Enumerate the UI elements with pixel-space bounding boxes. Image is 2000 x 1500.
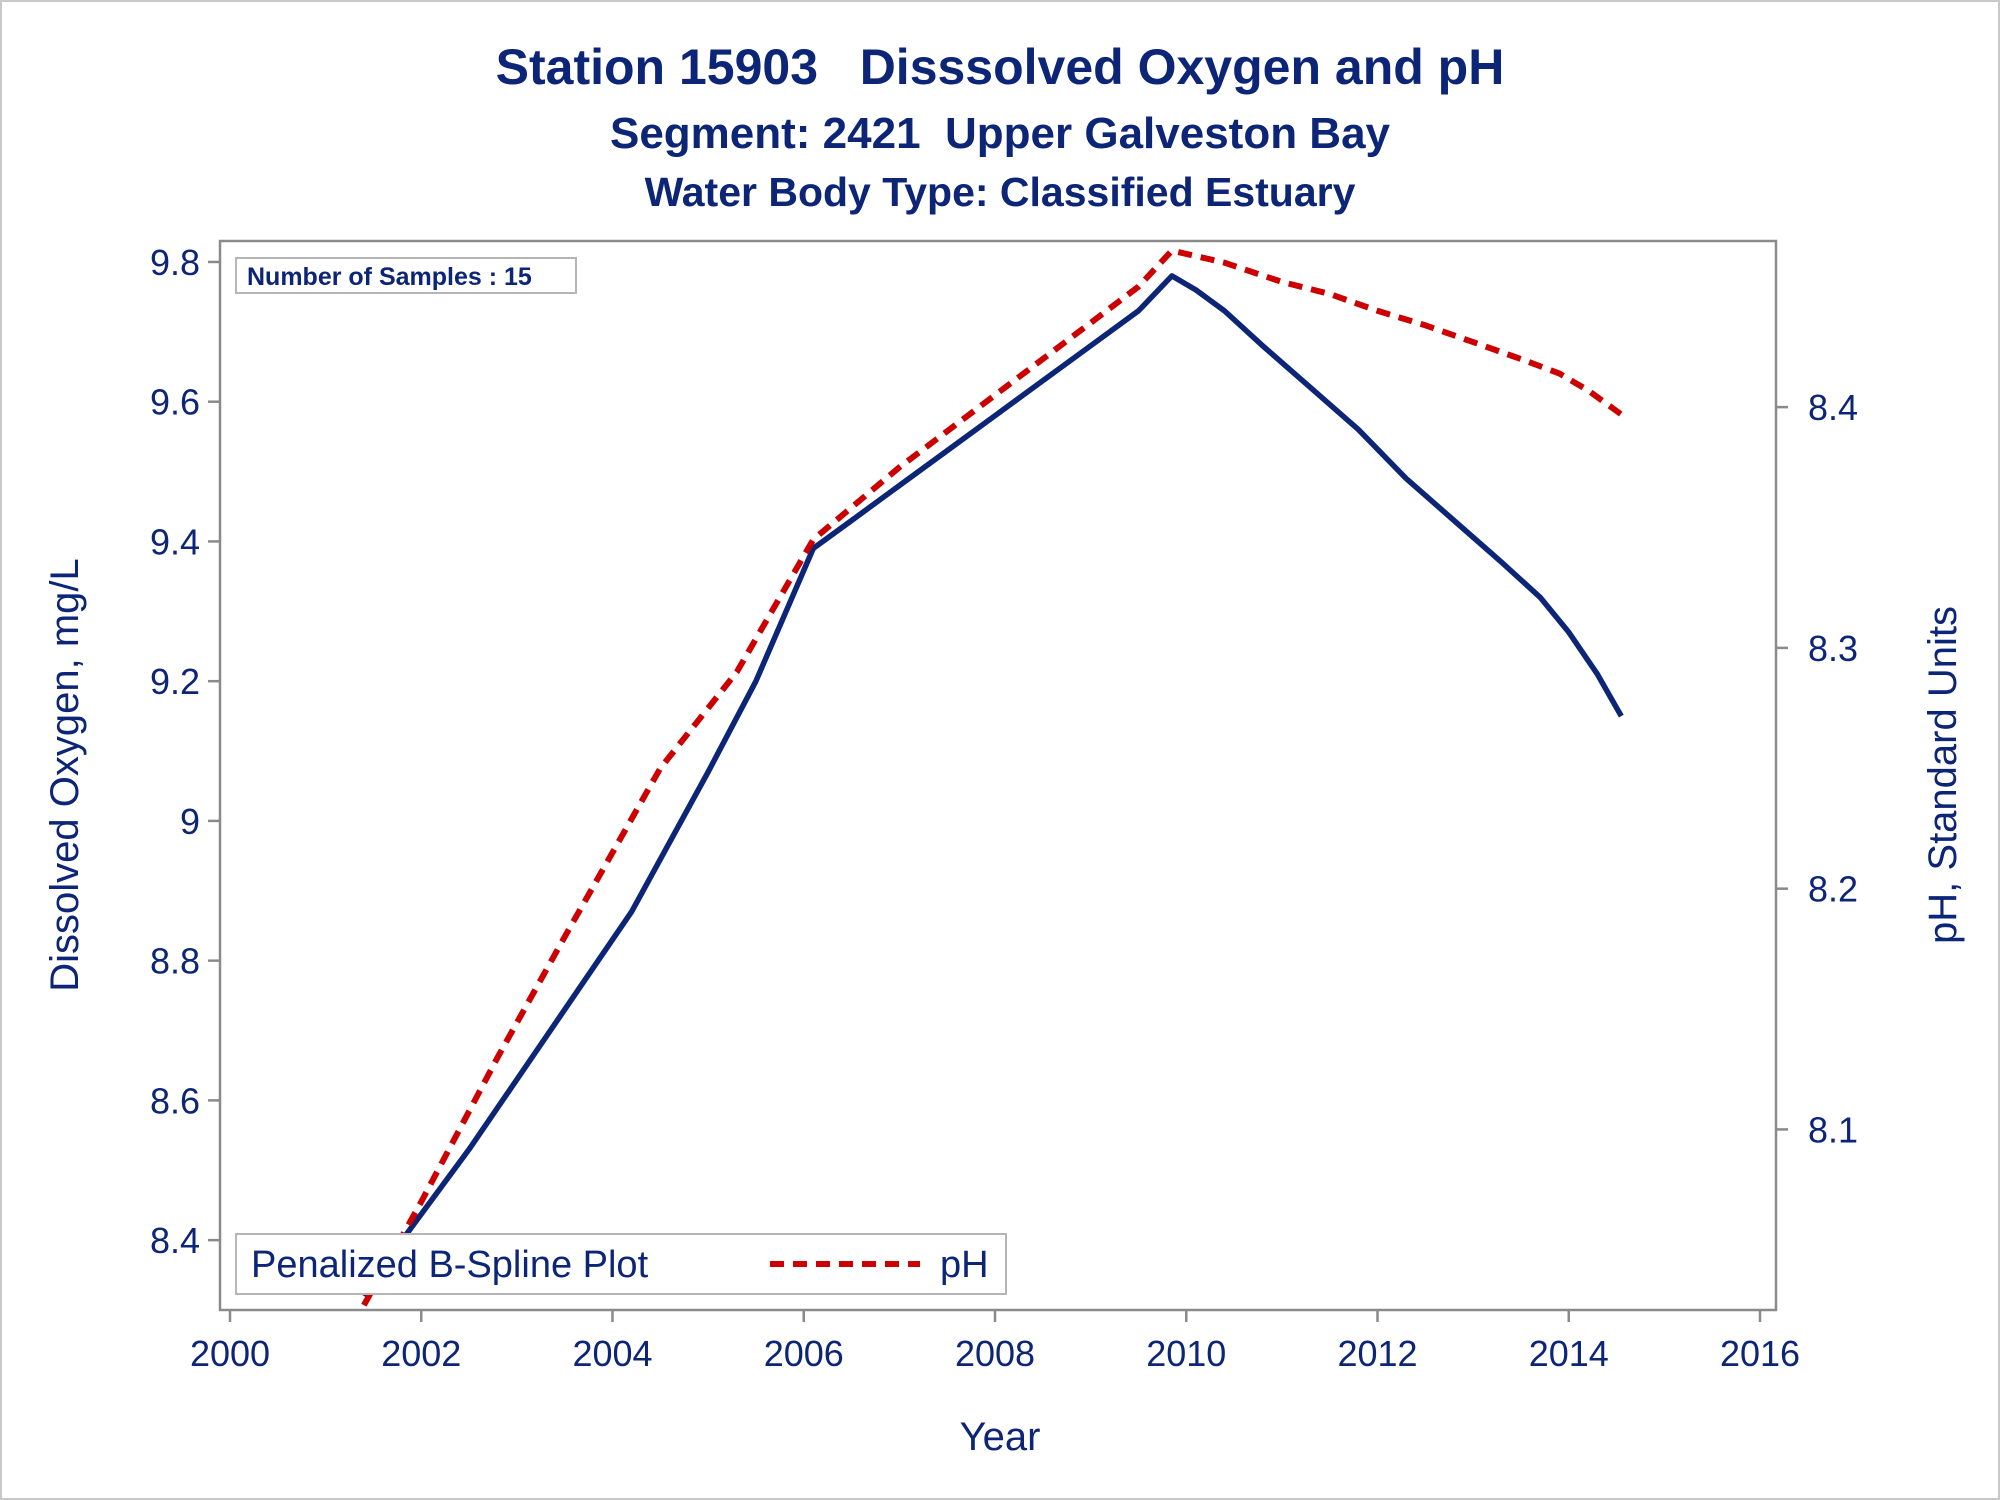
y-tick-label: 9.8 — [150, 242, 200, 283]
y-tick-label: 9.4 — [150, 521, 200, 562]
x-tick-label: 2014 — [1529, 1333, 1609, 1374]
legend: Penalized B-Spline Plot pH — [235, 1233, 1007, 1295]
series-layer — [361, 247, 1624, 1307]
y-tick-label: 9.6 — [150, 382, 200, 423]
y2-axis-label: pH, Standard Units — [1921, 606, 1965, 944]
samples-inset-text: Number of Samples : 15 — [247, 263, 532, 291]
y-tick-label: 8.6 — [150, 1080, 200, 1121]
chart-subtitle-2: Water Body Type: Classified Estuary — [645, 169, 1356, 215]
x-tick-label: 2002 — [381, 1333, 461, 1374]
dissolved-oxygen-series-line — [361, 273, 1624, 1298]
x-tick-label: 2006 — [764, 1333, 844, 1374]
legend-ph-label: pH — [940, 1244, 989, 1286]
y-tick-label: 9.2 — [150, 661, 200, 702]
ph-series-line — [361, 247, 1624, 1307]
samples-inset-box — [235, 257, 577, 294]
x-tick-label: 2004 — [572, 1333, 652, 1374]
x-tick-label: 2010 — [1146, 1333, 1226, 1374]
x-tick-label: 2012 — [1337, 1333, 1417, 1374]
y-axis-label: Dissolved Oxygen, mg/L — [43, 558, 87, 992]
y2-tick-label: 8.1 — [1808, 1109, 1858, 1150]
chart-subtitle: Segment: 2421 Upper Galveston Bay — [610, 109, 1391, 158]
y-tick-label: 8.8 — [150, 941, 200, 982]
x-tick-label: 2000 — [190, 1333, 270, 1374]
x-axis-label: Year — [960, 1415, 1041, 1459]
y2-tick-label: 8.4 — [1808, 387, 1858, 428]
legend-box — [235, 1233, 1007, 1295]
chart-title: Station 15903 Disssolved Oxygen and pH — [496, 39, 1505, 95]
y2-tick-label: 8.2 — [1808, 869, 1858, 910]
x-tick-label: 2016 — [1720, 1333, 1800, 1374]
y-tick-label: 9 — [180, 801, 200, 842]
y-axis-left: 8.4 8.6 8.8 9 9.2 9.4 9.6 9.8 — [150, 242, 220, 1261]
plot-area — [218, 239, 1778, 1312]
y-axis-right: 8.1 8.2 8.3 8.4 — [1776, 387, 1858, 1150]
x-axis: 2000 2002 2004 2006 2008 2010 2012 2014 2016 — [190, 1310, 1800, 1374]
y2-tick-label: 8.3 — [1808, 628, 1858, 669]
y-tick-label: 8.4 — [150, 1220, 200, 1261]
x-tick-label: 2008 — [955, 1333, 1035, 1374]
legend-title: Penalized B-Spline Plot — [251, 1244, 649, 1286]
